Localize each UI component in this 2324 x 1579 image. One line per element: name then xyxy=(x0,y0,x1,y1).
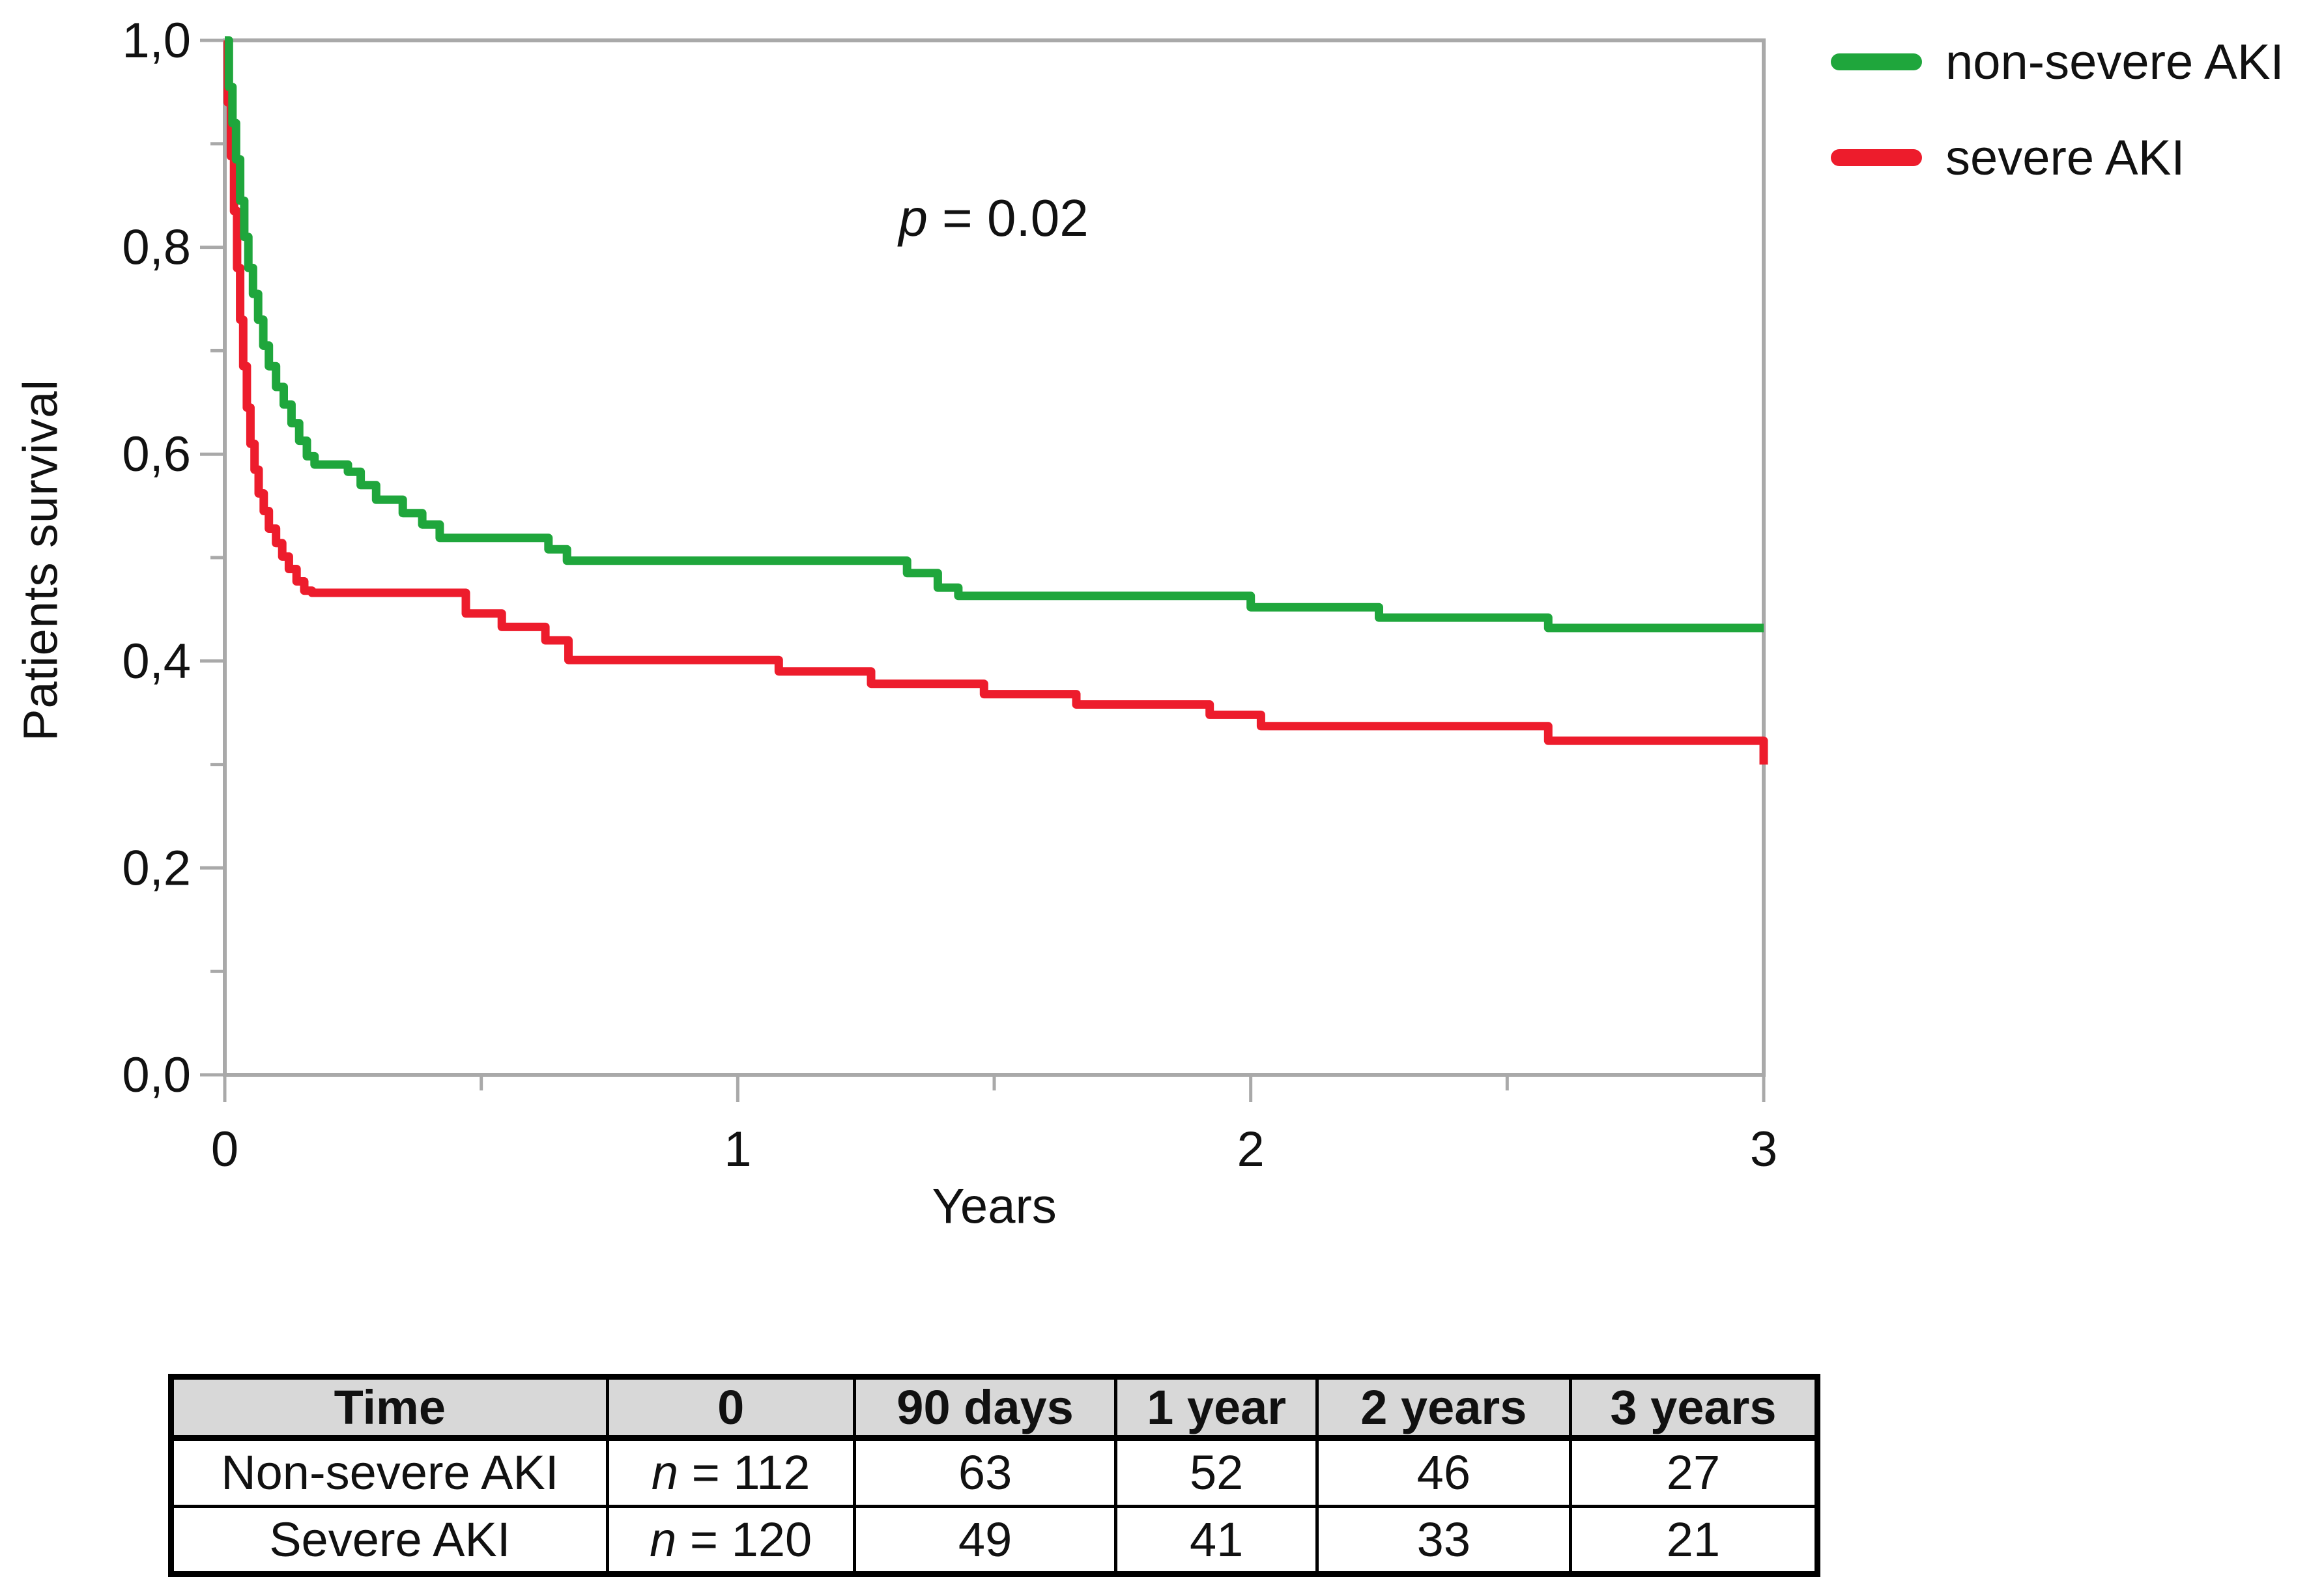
count-cell: 46 xyxy=(1315,1436,1572,1508)
count-cell: 33 xyxy=(1315,1504,1572,1576)
legend-item-non-severe-aki: non-severe AKI xyxy=(1831,29,2284,94)
n-symbol: n xyxy=(651,1445,679,1500)
legend-label: severe AKI xyxy=(1945,130,2185,186)
risk-table-header-2-years: 2 years xyxy=(1315,1375,1572,1441)
y-axis-title: Patients survival xyxy=(13,379,68,741)
survival-curve-non-severe-aki xyxy=(224,36,1764,633)
count-cell: 63 xyxy=(852,1436,1118,1508)
x-tick-label: 1 xyxy=(724,1122,751,1177)
n-number: = 112 xyxy=(678,1445,811,1500)
risk-table-header-1-year: 1 year xyxy=(1114,1375,1319,1441)
y-tick-label: 0,8 xyxy=(122,220,191,276)
risk-table: Time 0 90 days 1 year 2 years 3 years No… xyxy=(168,1374,1820,1577)
risk-table-header-90-days: 90 days xyxy=(852,1375,1118,1441)
risk-table-header-time: Time xyxy=(169,1375,609,1441)
row-label: Non-severe AKI xyxy=(169,1436,609,1508)
count-cell: 52 xyxy=(1114,1436,1319,1508)
y-tick-label: 0,4 xyxy=(122,634,191,689)
n-number: = 120 xyxy=(676,1512,812,1567)
row-n-value: n = 112 xyxy=(605,1436,856,1508)
y-tick-label: 1,0 xyxy=(122,13,191,68)
p-value-annotation: p = 0.02 xyxy=(898,188,1088,248)
risk-table-header-0: 0 xyxy=(605,1375,856,1441)
y-tick-label: 0,6 xyxy=(122,427,191,482)
risk-table-header-row: Time 0 90 days 1 year 2 years 3 years xyxy=(169,1375,1820,1441)
count-cell: 41 xyxy=(1114,1504,1319,1576)
risk-table-header-3-years: 3 years xyxy=(1568,1375,1820,1441)
legend-swatch-green-line xyxy=(1831,53,1922,70)
count-cell: 21 xyxy=(1568,1504,1820,1576)
legend-label: non-severe AKI xyxy=(1945,34,2284,90)
row-label: Severe AKI xyxy=(169,1504,609,1576)
risk-table-row-severe: Severe AKI n = 120 49 41 33 21 xyxy=(169,1504,1820,1576)
n-symbol: n xyxy=(650,1512,677,1567)
survival-curve-severe-aki xyxy=(223,36,1768,765)
number-at-risk-table: Time 0 90 days 1 year 2 years 3 years No… xyxy=(168,1374,1820,1577)
y-tick-label: 0,2 xyxy=(122,840,191,896)
count-cell: 27 xyxy=(1568,1436,1820,1508)
p-value-text: = 0.02 xyxy=(927,189,1089,247)
legend-swatch-red-line xyxy=(1831,149,1922,166)
legend-item-severe-aki: severe AKI xyxy=(1831,125,2185,190)
row-n-value: n = 120 xyxy=(605,1504,856,1576)
count-cell: 49 xyxy=(852,1504,1118,1576)
x-tick-label: 3 xyxy=(1750,1122,1777,1177)
x-tick-label: 2 xyxy=(1237,1122,1265,1177)
y-tick-label: 0,0 xyxy=(122,1047,191,1103)
p-value-symbol: p xyxy=(898,189,928,247)
x-tick-label: 0 xyxy=(211,1122,238,1177)
risk-table-row-non-severe: Non-severe AKI n = 112 63 52 46 27 xyxy=(169,1436,1820,1508)
x-axis-title: Years xyxy=(932,1178,1057,1234)
